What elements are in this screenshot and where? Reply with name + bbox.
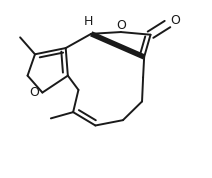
Text: O: O [170, 14, 180, 27]
Text: O: O [116, 19, 126, 32]
Text: O: O [30, 86, 39, 100]
Text: H: H [83, 15, 93, 28]
